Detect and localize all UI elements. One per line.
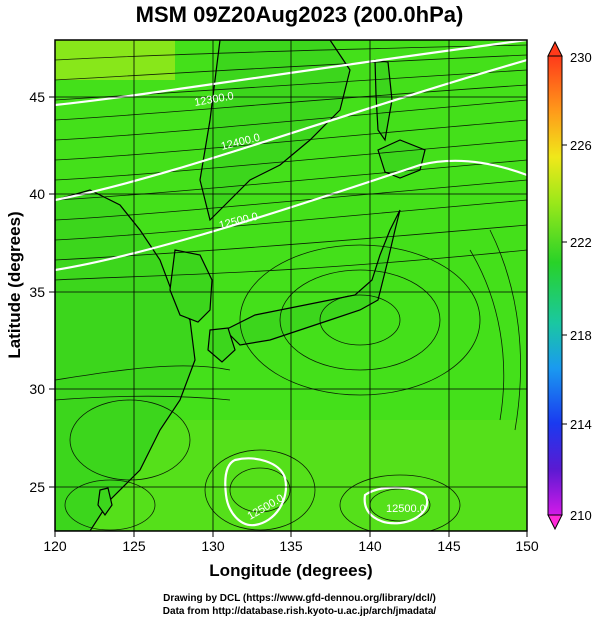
y-tick-label: 40 (29, 186, 45, 202)
colorbar-label: 230 (570, 50, 592, 65)
land-kyushu (207, 327, 236, 363)
x-tick-label: 125 (122, 538, 146, 554)
land-taiwan (97, 487, 113, 517)
colorbar-scale (547, 55, 563, 516)
land-japan-honshu (223, 209, 401, 346)
land-japan-hokkaido (377, 139, 426, 179)
y-axis-title: Latitude (degrees) (5, 211, 24, 358)
colorbar-label: 222 (570, 235, 592, 250)
y-tick-label: 45 (29, 89, 45, 105)
colorbar-label: 218 (570, 328, 592, 343)
x-tick-label: 140 (358, 538, 382, 554)
land-korea (169, 249, 213, 323)
contour-12500-south-west (224, 457, 288, 527)
height-contours (55, 40, 527, 527)
y-tick-label: 30 (29, 381, 45, 397)
figure-title: MSM 09Z20Aug2023 (200.0hPa) (135, 2, 464, 27)
y-tick-label: 25 (29, 479, 45, 495)
colorbar-label: 226 (570, 138, 592, 153)
contour-12400 (55, 58, 527, 202)
contour-12500-south-east (363, 486, 429, 525)
x-ticks (54, 531, 528, 537)
colorbar-label: 210 (570, 508, 592, 523)
colorbar-label: 214 (570, 417, 592, 432)
x-tick-label: 135 (279, 538, 303, 554)
map-plot-area: 12300.0 12400.0 12500.0 12500.0 12500.0 (55, 40, 527, 531)
colorbar-bottom-arrow (547, 514, 563, 531)
land-mainland-asia (55, 189, 196, 531)
warm-patch-northwest (55, 40, 175, 80)
x-tick-label: 150 (515, 538, 539, 554)
x-tick-label: 130 (201, 538, 225, 554)
contour-12300 (55, 40, 527, 107)
wind-streamlines (55, 44, 527, 531)
credit-line-data: Data from http://database.rish.kyoto-u.a… (162, 606, 437, 617)
x-axis-title: Longitude (degrees) (209, 561, 372, 580)
credit-line-drawing: Drawing by DCL (https://www.gfd-dennou.o… (163, 593, 436, 604)
colorbar: 230 226 222 218 214 210 (547, 40, 592, 531)
credit-text: Drawing by DCL (https://www.gfd-dennou.o… (0, 592, 599, 618)
y-tick-label: 35 (29, 284, 45, 300)
map-grid (55, 40, 527, 531)
y-ticks (49, 96, 55, 488)
contour-12500-north (55, 159, 527, 272)
colorbar-top-arrow (547, 40, 563, 57)
contour-label-12500-south-east: 12500.0 (386, 503, 426, 515)
x-tick-label: 145 (437, 538, 461, 554)
x-tick-label: 120 (43, 538, 67, 554)
